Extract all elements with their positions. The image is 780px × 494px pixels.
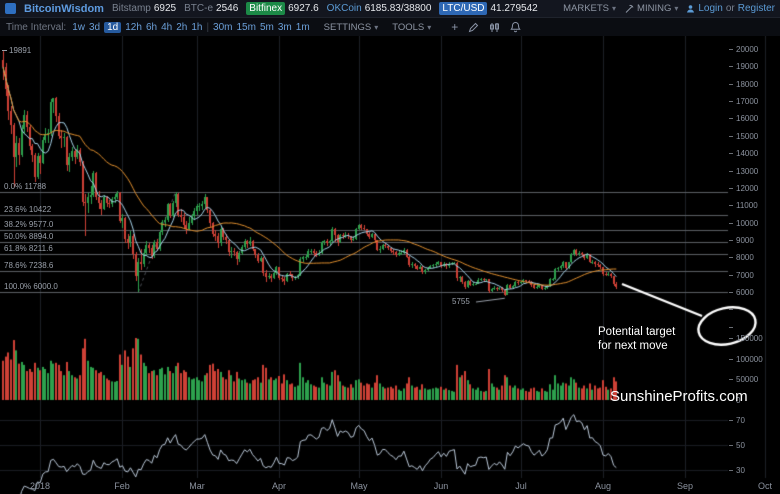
bell-icon[interactable] (510, 21, 522, 33)
caret-down-icon: ▾ (612, 4, 617, 13)
caret-down-icon: ▾ (427, 22, 432, 32)
chart-area: 20000 19000 18000 17000 16000 15000 14000 13000… (0, 36, 780, 494)
price-chart-canvas[interactable] (0, 36, 780, 494)
separator: | (206, 21, 210, 33)
interval-1d[interactable]: 1d (104, 21, 122, 33)
ticker-okcoin[interactable]: OKCoin 6185.83/38800 (326, 3, 432, 14)
interval-30m[interactable]: 30m (213, 21, 233, 33)
ticker-bitstamp[interactable]: Bitstamp 6925 (111, 3, 177, 14)
top-bar: BitcoinWisdom Bitstamp 6925 BTC-e 2546 Bit… (0, 0, 780, 18)
interval-1w[interactable]: 1w (72, 21, 85, 33)
tick-dash (2, 50, 7, 51)
pickaxe-icon (625, 4, 634, 13)
interval-1m[interactable]: 1m (295, 21, 310, 33)
logo-text[interactable]: BitcoinWisdom (24, 2, 104, 15)
watermark: SunshineProfits.com (610, 388, 748, 405)
interval-4h[interactable]: 4h (161, 21, 173, 33)
caret-down-icon: ▾ (374, 22, 379, 32)
settings-menu[interactable]: SETTINGS ▾ (323, 21, 379, 33)
pencil-icon[interactable] (468, 22, 479, 33)
toolbar: Time Interval: 1w 3d 1d 12h 6h 4h 2h 1h | 30m 15m 5… (0, 18, 780, 36)
menu-markets[interactable]: MARKETS ▾ (563, 3, 617, 14)
menu-mining[interactable]: MINING ▾ (624, 3, 678, 14)
high-price-label: 19891 (2, 46, 31, 55)
user-icon (687, 5, 695, 13)
time-interval-label: Time Interval: (6, 21, 67, 33)
login-link[interactable]: Login (698, 3, 723, 14)
register-link[interactable]: Register (737, 3, 775, 14)
interval-6h[interactable]: 6h (145, 21, 158, 33)
interval-3m[interactable]: 3m (277, 21, 292, 33)
interval-12h[interactable]: 12h (125, 21, 142, 33)
interval-5m[interactable]: 5m (259, 21, 274, 33)
candles-icon[interactable] (489, 22, 500, 33)
annotation-note-line1: Potential target (598, 326, 676, 338)
interval-list: 1w 3d 1d 12h 6h 4h 2h 1h | 30m 15m 5m 3m 1m (72, 21, 310, 33)
low-price-label: 5755 (452, 297, 470, 306)
tools-menu[interactable]: TOOLS ▾ (392, 21, 432, 33)
plus-icon[interactable]: + (451, 20, 459, 34)
interval-3d[interactable]: 3d (89, 21, 101, 33)
caret-down-icon: ▾ (674, 4, 679, 13)
interval-1h[interactable]: 1h (191, 21, 203, 33)
auth-links: Login or Register (686, 3, 775, 14)
logo-icon[interactable] (5, 3, 16, 14)
ticker-bitfinex[interactable]: Bitfinex 6927.6 (246, 2, 319, 15)
annotation-note-line2: for next move (598, 340, 668, 352)
ticker-btce[interactable]: BTC-e 2546 (184, 3, 239, 14)
ticker-ltcusd[interactable]: LTC/USD 41.279542 (439, 2, 538, 15)
interval-2h[interactable]: 2h (176, 21, 188, 33)
annotation-note: Potential target for next move (598, 325, 675, 353)
interval-15m[interactable]: 15m (236, 21, 256, 33)
